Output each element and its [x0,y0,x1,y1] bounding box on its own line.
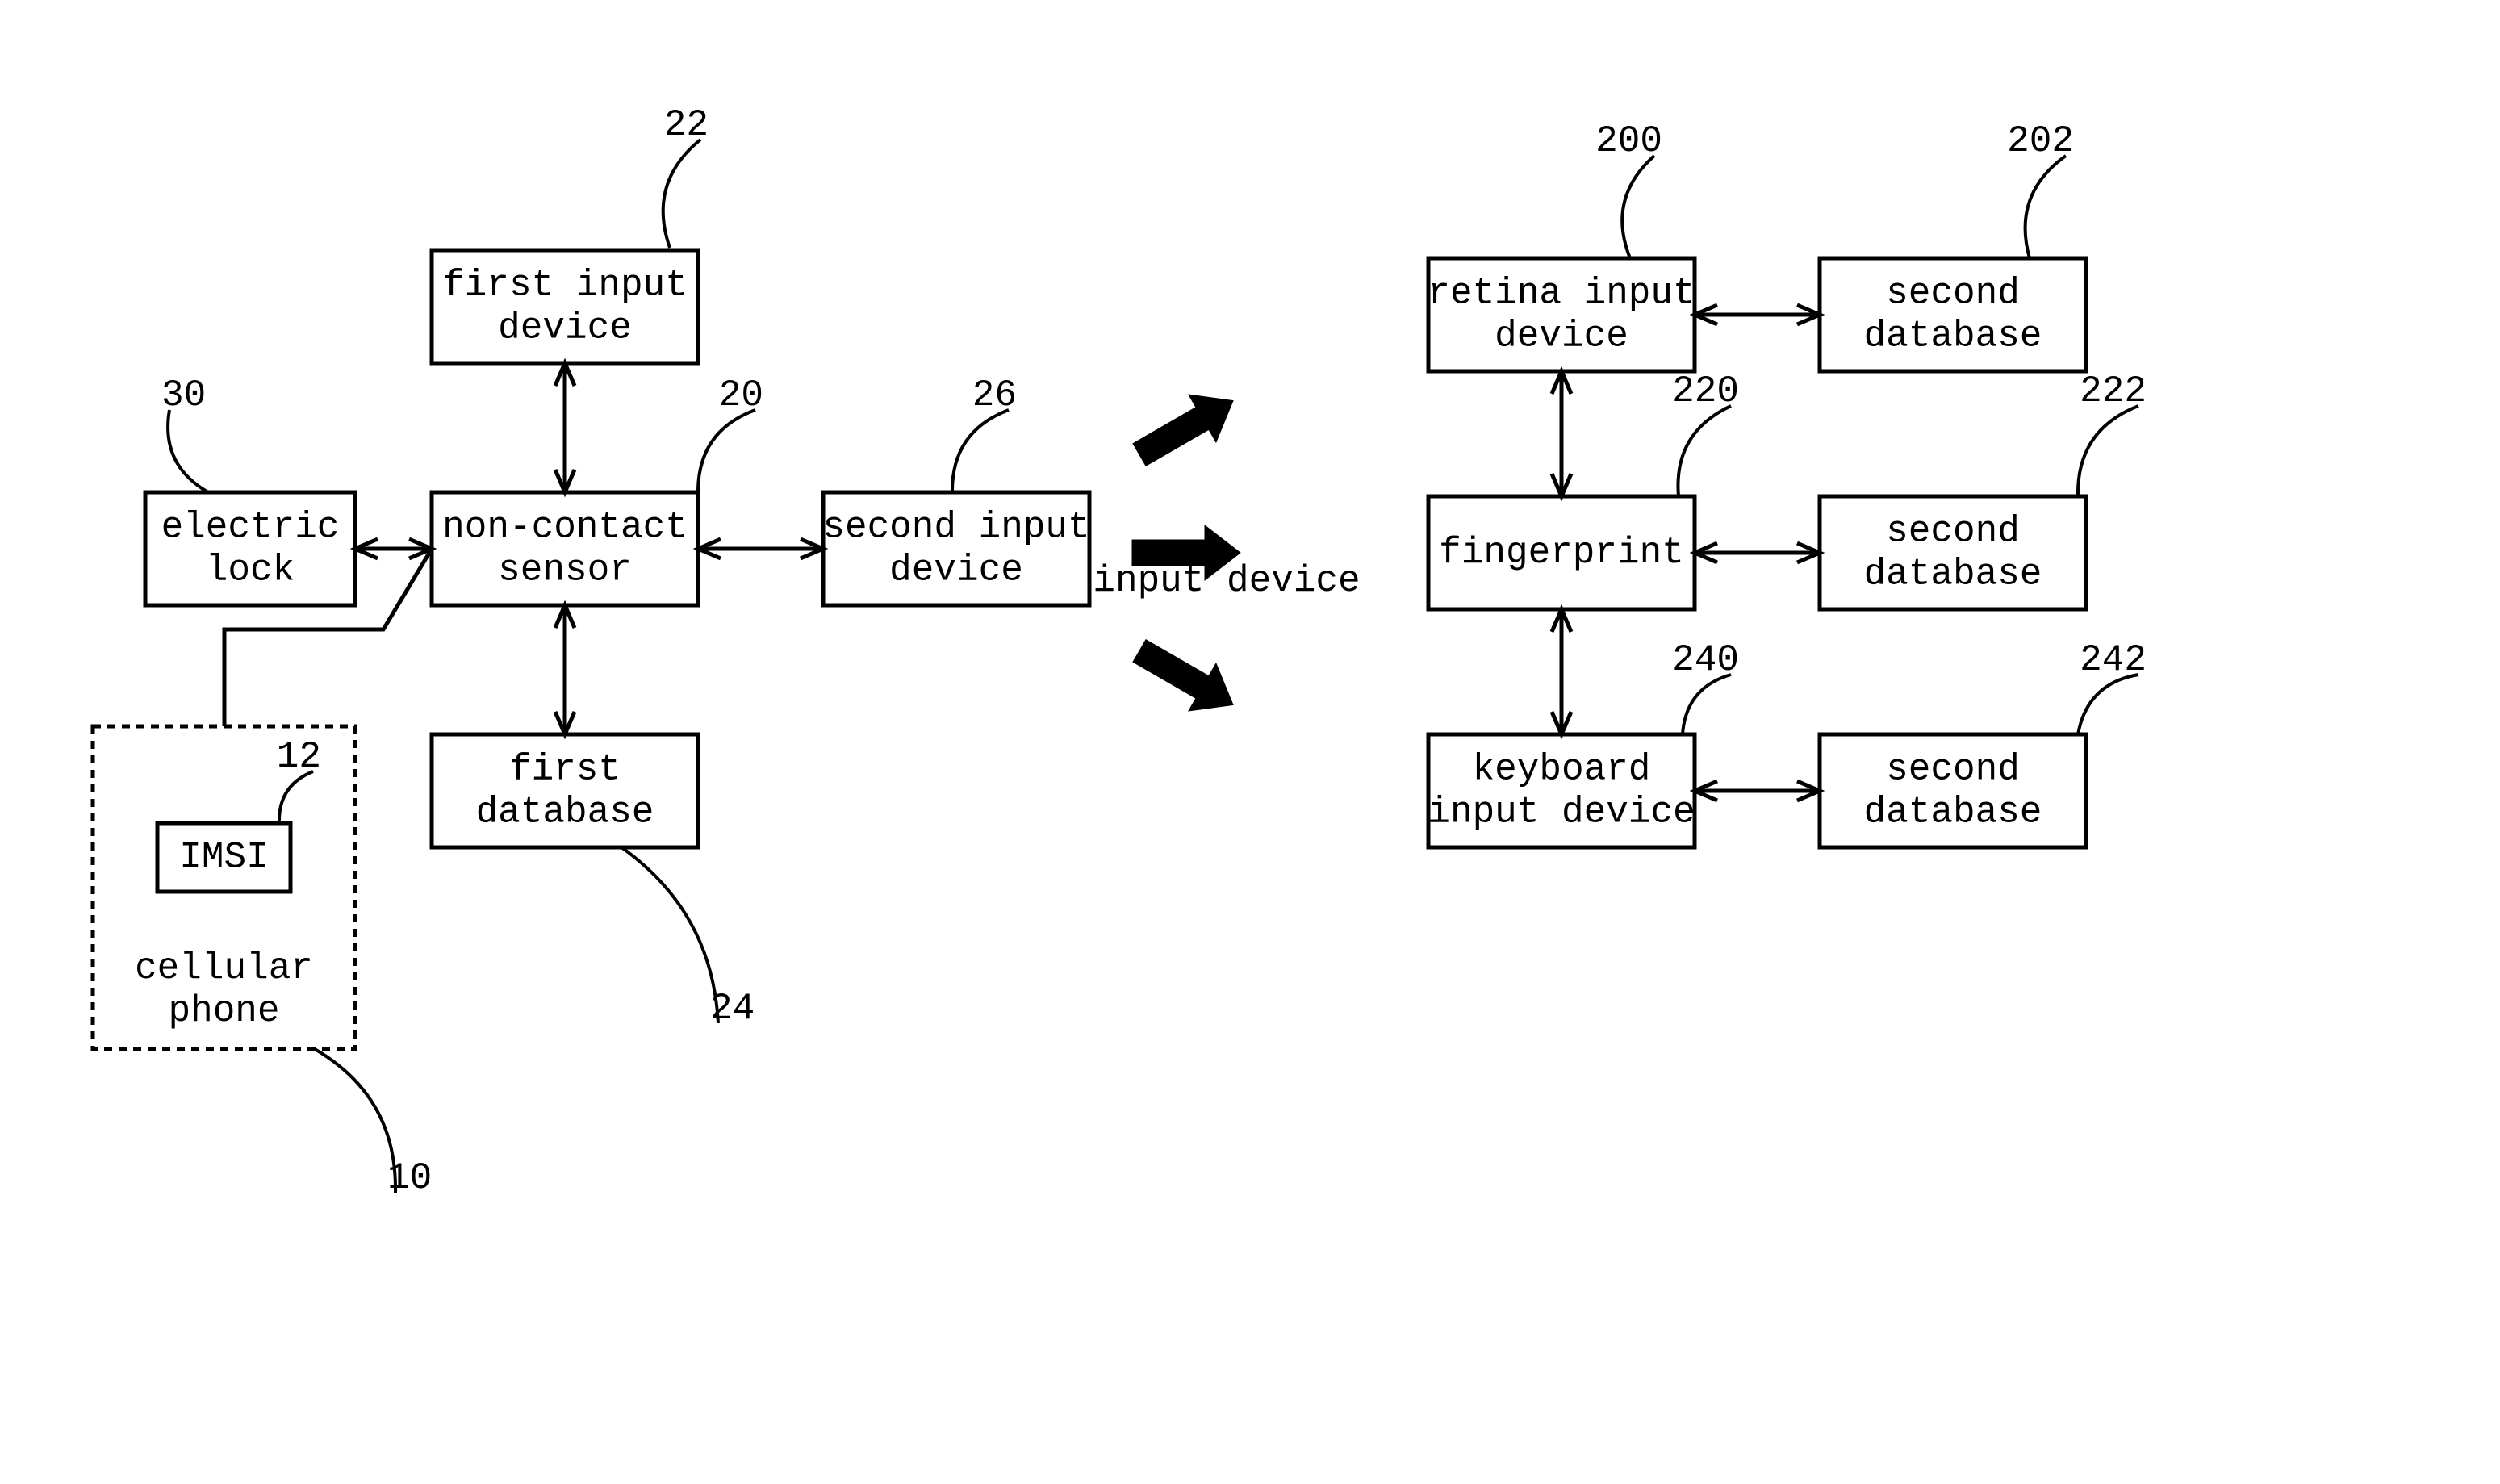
box-label-non_contact: sensor [498,550,632,592]
ref-number: 20 [719,374,763,416]
ref-leader [698,410,755,492]
expansion-arrow [1133,395,1233,466]
box-label-db_retina: database [1864,316,2042,357]
ref-leader [621,847,718,1023]
expansion-arrow [1133,640,1233,711]
ref-leader [2078,406,2138,496]
box-label-fingerprint: fingerprint [1439,532,1684,574]
cellular-phone-label: cellular [135,947,313,989]
box-label-first_input: first input [442,265,688,307]
box-label-electric_lock: electric [161,507,340,549]
ref-leader [1683,675,1731,734]
box-label-first_db: first [509,749,621,791]
ref-leader [2078,675,2138,734]
box-label-first_input: device [498,307,632,349]
box-label-keyboard: input device [1428,792,1695,834]
box-label-db_keyboard: database [1864,792,2042,834]
ref-leader [1622,156,1654,258]
box-label-non_contact: non-contact [442,507,688,549]
box-label-db_retina: second [1886,273,2020,315]
box-label-electric_lock: lock [206,550,295,592]
ref-number: 26 [972,374,1017,416]
box-label-db_finger: second [1886,511,2020,553]
ref-number: 22 [664,104,709,146]
box-label-db_finger: database [1864,554,2042,596]
box-label-db_keyboard: second [1886,749,2020,791]
ref-leader [279,771,313,823]
box-label-second_input: second input [822,507,1089,549]
ref-leader [2026,156,2066,258]
diagram-canvas: first inputdevicenon-contactsensorfirstd… [0,0,2500,1484]
ref-leader [168,410,208,492]
box-label-retina: device [1495,316,1628,357]
cellular-phone-label: phone [168,990,279,1032]
ref-leader [315,1049,395,1193]
box-label-retina: retina input [1428,273,1695,315]
ref-leader [952,410,1009,492]
box-label-first_db: database [476,792,654,834]
box-label-keyboard: keyboard [1473,749,1651,791]
box-label-imsi: IMSI [179,837,268,879]
ref-leader [1678,406,1731,496]
box-label-second_input: device [889,550,1023,592]
ref-leader [663,140,700,248]
input-device-caption: input device [1093,560,1360,602]
ref-number: 12 [277,736,321,778]
